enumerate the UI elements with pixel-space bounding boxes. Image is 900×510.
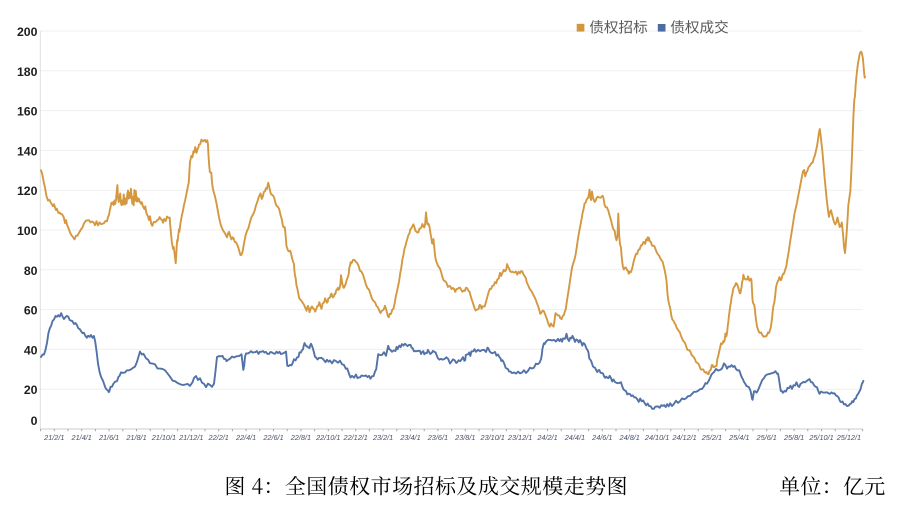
svg-text:23/10/1: 23/10/1 [480, 433, 505, 442]
svg-text:22/6/1: 22/6/1 [262, 433, 283, 442]
svg-text:25/4/1: 25/4/1 [728, 433, 749, 442]
svg-text:25/6/1: 25/6/1 [756, 433, 777, 442]
svg-text:25/8/1: 25/8/1 [783, 433, 804, 442]
svg-text:80: 80 [24, 264, 38, 278]
svg-text:23/4/1: 23/4/1 [399, 433, 420, 442]
svg-text:25/10/1: 25/10/1 [808, 433, 833, 442]
svg-text:22/4/1: 22/4/1 [235, 433, 256, 442]
svg-text:25/2/1: 25/2/1 [701, 433, 722, 442]
svg-text:21/4/1: 21/4/1 [71, 433, 92, 442]
svg-text:23/12/1: 23/12/1 [507, 433, 532, 442]
svg-text:20: 20 [24, 383, 38, 397]
svg-text:22/8/1: 22/8/1 [290, 433, 311, 442]
svg-text:24/10/1: 24/10/1 [644, 433, 669, 442]
svg-text:22/10/1: 22/10/1 [315, 433, 340, 442]
svg-text:200: 200 [17, 25, 38, 39]
svg-text:21/12/1: 21/12/1 [178, 433, 203, 442]
svg-text:120: 120 [17, 184, 38, 198]
svg-text:24/12/1: 24/12/1 [671, 433, 696, 442]
svg-text:40: 40 [24, 343, 38, 357]
svg-text:23/8/1: 23/8/1 [454, 433, 475, 442]
svg-text:22/2/1: 22/2/1 [208, 433, 229, 442]
svg-text:23/2/1: 23/2/1 [372, 433, 393, 442]
svg-text:0: 0 [31, 414, 38, 428]
svg-text:24/2/1: 24/2/1 [536, 433, 557, 442]
svg-text:21/2/1: 21/2/1 [43, 433, 64, 442]
svg-text:21/8/1: 21/8/1 [125, 433, 146, 442]
svg-text:21/6/1: 21/6/1 [98, 433, 119, 442]
svg-text:140: 140 [17, 144, 38, 158]
svg-text:100: 100 [17, 224, 38, 238]
svg-text:24/6/1: 24/6/1 [591, 433, 612, 442]
svg-text:22/12/1: 22/12/1 [343, 433, 368, 442]
svg-text:180: 180 [17, 65, 38, 79]
svg-text:23/6/1: 23/6/1 [427, 433, 448, 442]
svg-text:24/4/1: 24/4/1 [564, 433, 585, 442]
svg-text:21/10/1: 21/10/1 [151, 433, 176, 442]
svg-text:24/8/1: 24/8/1 [619, 433, 640, 442]
svg-text:160: 160 [17, 105, 38, 119]
svg-text:60: 60 [24, 304, 38, 318]
svg-text:25/12/1: 25/12/1 [836, 433, 861, 442]
